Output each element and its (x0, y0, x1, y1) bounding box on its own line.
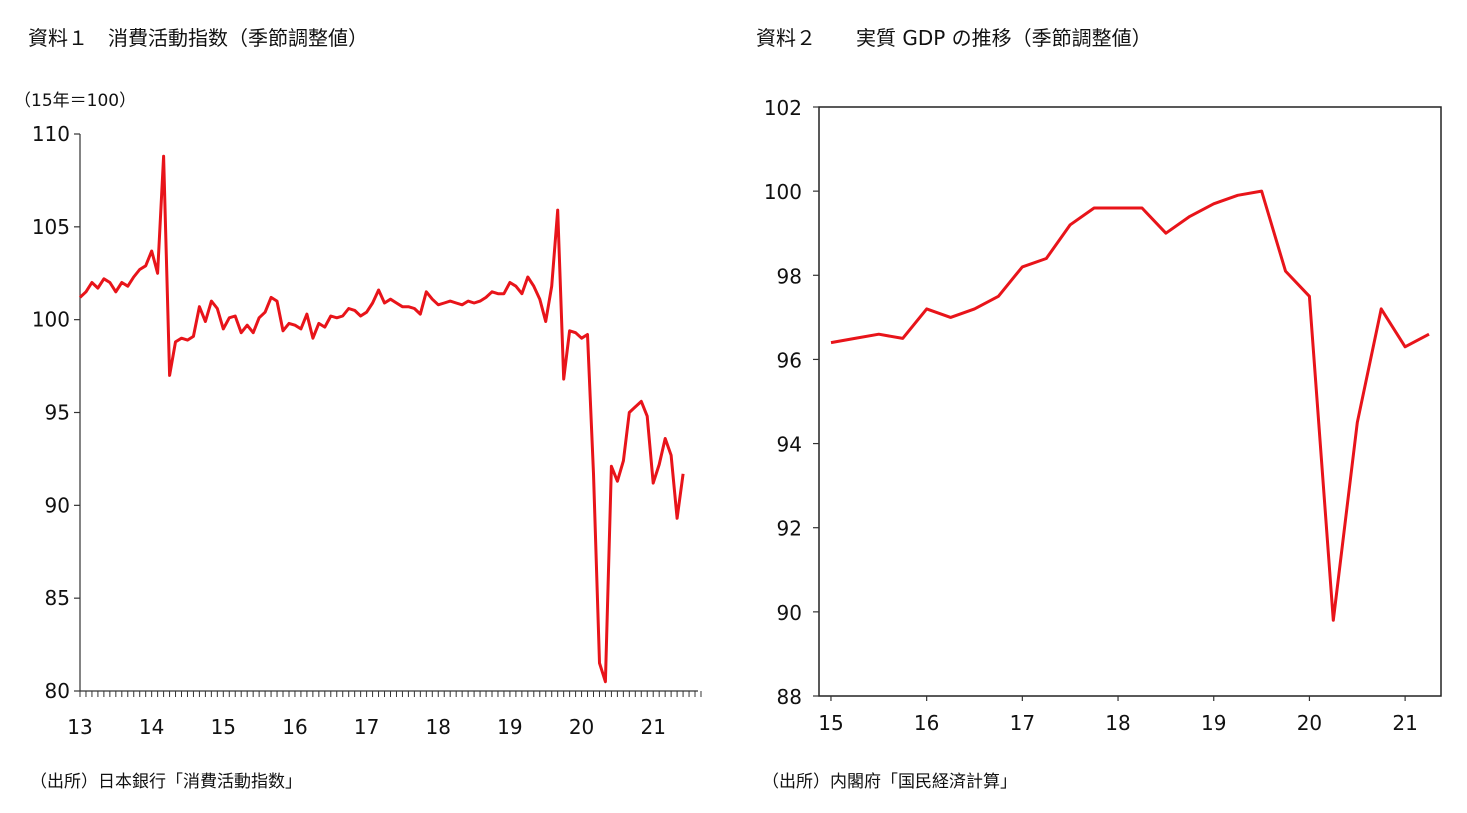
right-x-tick-label: 21 (1392, 711, 1417, 735)
right-plot-frame (818, 106, 1442, 697)
right-y-tick-label: 88 (777, 685, 802, 709)
left-x-tick-label: 20 (569, 715, 594, 739)
left-y-tick-label: 85 (45, 586, 70, 610)
right-y-tick-label: 98 (777, 264, 802, 288)
left-x-tick-label: 19 (497, 715, 522, 739)
left-y-tick-label: 100 (32, 308, 70, 332)
left-x-tick-label: 14 (139, 715, 164, 739)
left-x-tick-label: 17 (354, 715, 379, 739)
left-y-tick-label: 95 (45, 401, 70, 425)
right-series-line (830, 189, 1430, 622)
left-series-line (78, 154, 685, 684)
left-chart-title: 資料１ 消費活動指数（季節調整値） (28, 26, 368, 50)
right-y-tick-label: 92 (777, 517, 802, 541)
right-chart: 88 90 92 94 96 98 100 102 15 16 17 18 19 20 21 (764, 96, 1442, 735)
right-x-tick-label: 19 (1201, 711, 1226, 735)
right-y-tick-label: 96 (777, 348, 802, 372)
left-y-tick-label: 110 (32, 122, 70, 146)
left-x-tick-label: 15 (211, 715, 236, 739)
left-x-tick-label: 16 (282, 715, 307, 739)
right-x-tick-label: 15 (818, 711, 843, 735)
right-y-tick-label: 90 (777, 601, 802, 625)
right-chart-title: 資料２ 実質 GDP の推移（季節調整値） (756, 26, 1152, 50)
right-x-tick-label: 18 (1105, 711, 1130, 735)
right-x-tick-label: 20 (1297, 711, 1322, 735)
right-y-tick-label: 94 (777, 433, 802, 457)
left-chart-source: （出所）日本銀行「消費活動指数」 (30, 772, 302, 792)
right-x-tick-label: 16 (914, 711, 939, 735)
left-y-tick-label: 80 (45, 679, 70, 703)
left-y-tick-label: 90 (45, 493, 70, 517)
right-chart-source: （出所）内閣府「国民経済計算」 (762, 772, 1017, 792)
left-y-tick-label: 105 (32, 215, 70, 239)
left-x-tick-label: 21 (640, 715, 665, 739)
right-y-tick-label: 100 (764, 180, 802, 204)
right-x-tick-label: 17 (1010, 711, 1035, 735)
left-chart: 80 85 90 95 100 105 110 13 14 15 16 17 18 19 20 21 (32, 122, 702, 739)
right-y-tick-label: 102 (764, 96, 802, 120)
left-x-tick-label: 13 (67, 715, 92, 739)
left-chart-unit-label: （15年＝100） (14, 91, 137, 111)
left-x-tick-label: 18 (426, 715, 451, 739)
